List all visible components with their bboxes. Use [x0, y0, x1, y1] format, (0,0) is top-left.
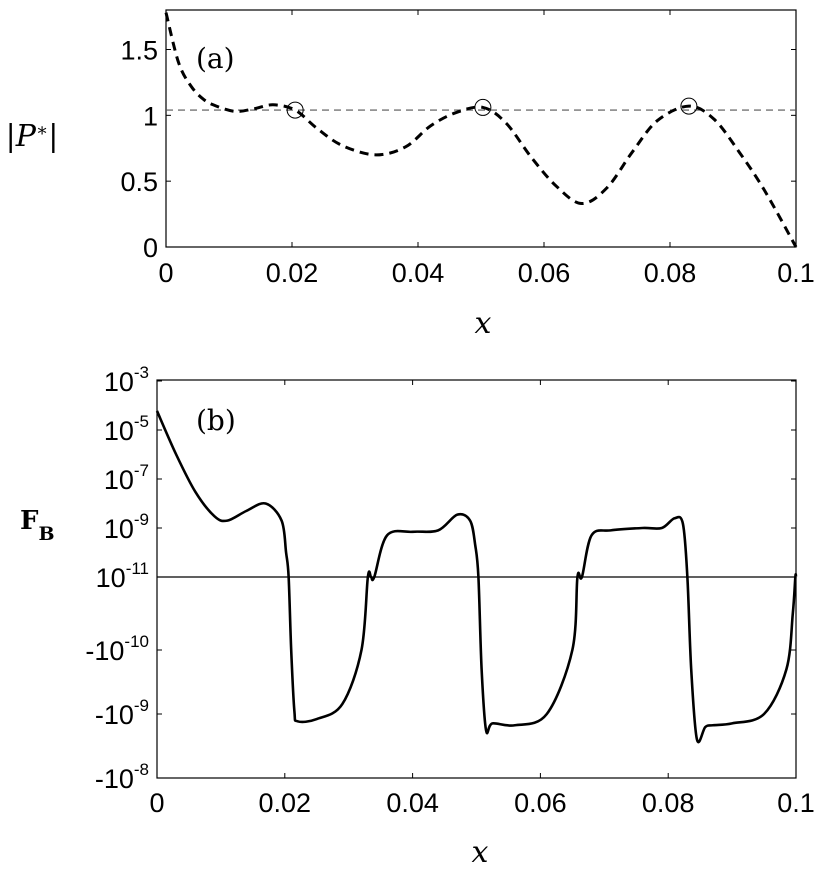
x-ticks-b: 0 0.02 0.04 0.06 0.08 0.1: [149, 380, 815, 818]
plot-frame-b: [156, 379, 797, 779]
y-tick-label: 0.5: [120, 167, 158, 197]
chart-panel-a: (a) x |P∗| 0 0.02 0.04 0.06 0.08 0.1 0 0.5 1 1.5: [6, 9, 815, 341]
y-tick-label: -10-10: [85, 632, 149, 666]
marker-circle: [286, 101, 304, 119]
marker-circle: [474, 98, 492, 116]
y-tick-label: 10-3: [104, 363, 149, 397]
x-tick-label: 0.1: [777, 788, 815, 818]
series-line: [155, 410, 798, 744]
x-tick-label: 0: [158, 258, 173, 288]
y-axis-label-a: |P∗|: [6, 119, 59, 154]
x-ticks-a: 0 0.02 0.04 0.06 0.08 0.1: [158, 10, 815, 288]
y-ticks-a: 0 0.5 1 1.5: [120, 36, 796, 263]
y-tick-label: 0: [143, 233, 158, 263]
marker-circle: [680, 97, 698, 115]
chart-panel-b: (b) x FB 0 0.02 0.04 0.06 0.08 0.1 10-310-510…: [20, 363, 815, 870]
y-axis-label-b: FB: [20, 506, 55, 545]
y-tick-label: 10-11: [96, 559, 149, 593]
x-tick-label: 0: [149, 788, 164, 818]
panel-label-a: (a): [196, 42, 235, 75]
x-tick-label: 0.08: [644, 258, 697, 288]
x-tick-label: 0.02: [266, 258, 319, 288]
y-tick-label: 10-7: [104, 461, 149, 495]
x-tick-label: 0.04: [392, 258, 445, 288]
x-axis-label-b: x: [472, 835, 489, 870]
y-tick-label: -10-8: [95, 760, 149, 794]
panel-label-b: (b): [196, 404, 236, 437]
x-tick-label: 0.06: [514, 788, 567, 818]
y-ticks-b: 10-3 10-5 10-7 10-9 10-11 -10-10 -10-9 -10-8: [85, 363, 796, 794]
series-group-b: [155, 410, 798, 744]
x-tick-label: 0.1: [777, 258, 815, 288]
y-tick-label: 10-9: [104, 510, 149, 544]
plot-frame-a: [165, 9, 797, 248]
y-tick-label: 1.5: [120, 36, 158, 66]
series-line: [164, 12, 798, 248]
x-tick-label: 0.02: [259, 788, 312, 818]
x-tick-label: 0.06: [518, 258, 571, 288]
y-tick-label: -10-9: [95, 696, 149, 730]
markers-group-a: [286, 97, 698, 119]
x-axis-label-a: x: [475, 306, 492, 341]
y-tick-label: 10-5: [104, 412, 149, 446]
x-tick-label: 0.08: [642, 788, 695, 818]
x-tick-label: 0.04: [386, 788, 439, 818]
series-group-a: [164, 12, 798, 248]
y-tick-label: 1: [143, 101, 158, 131]
